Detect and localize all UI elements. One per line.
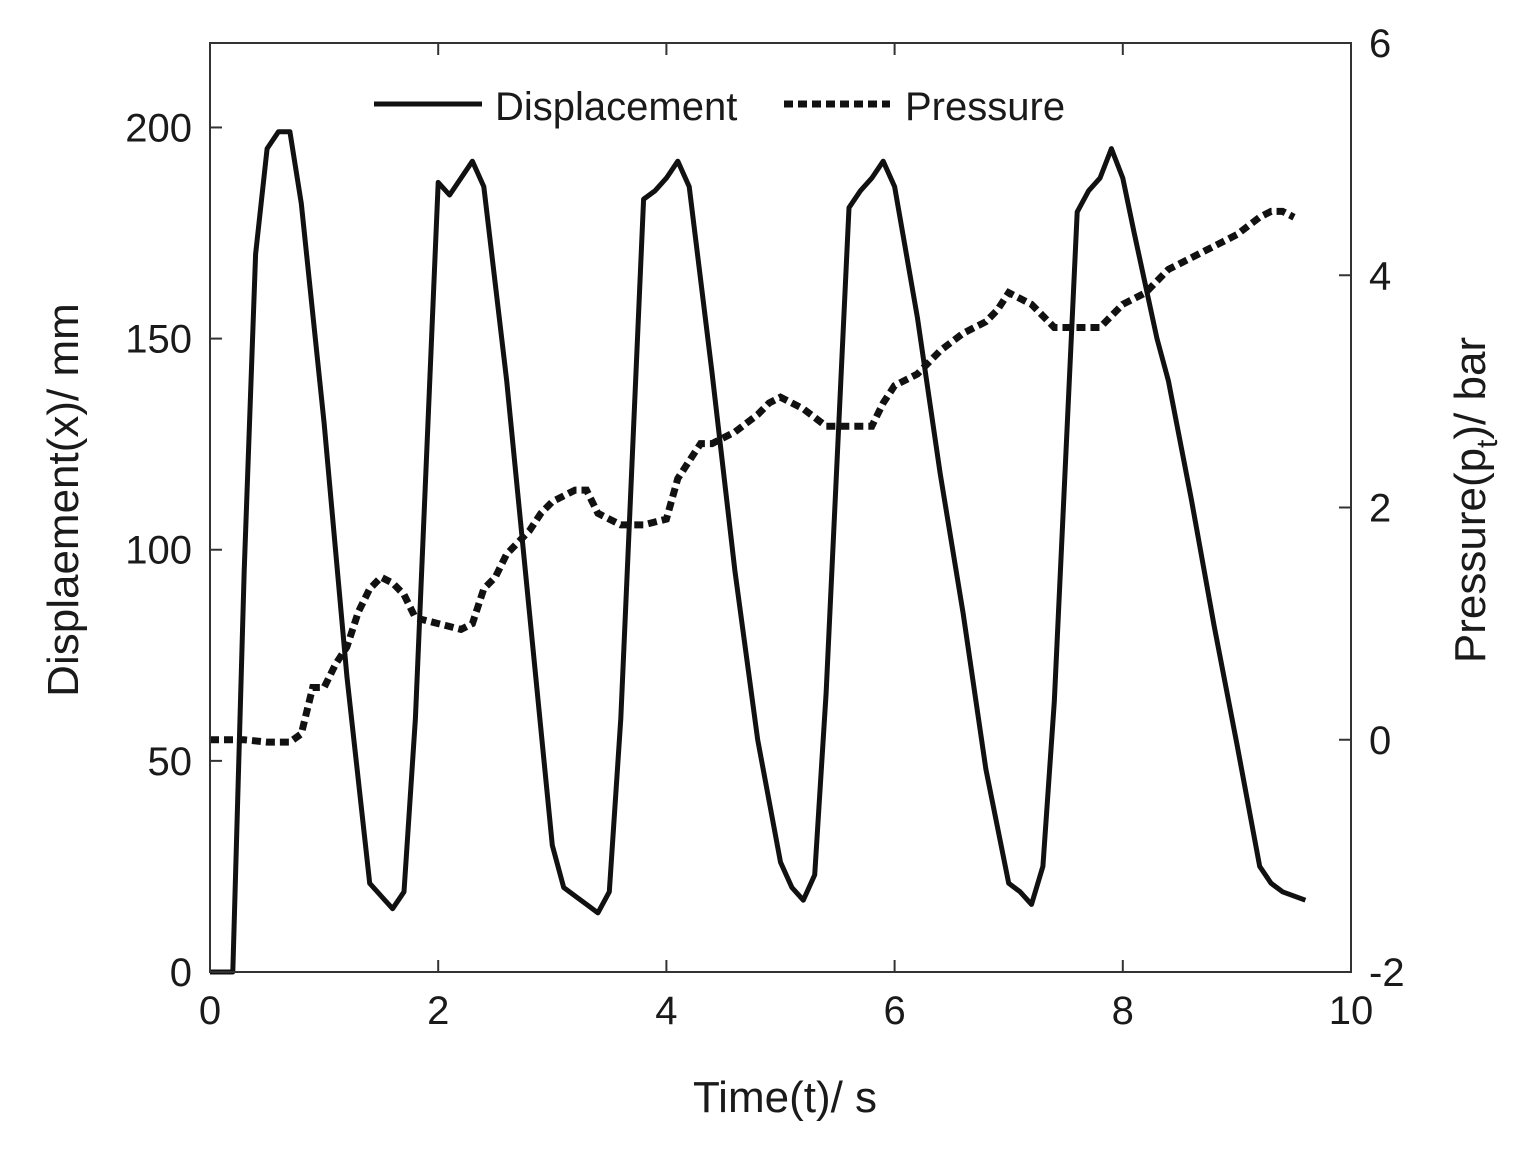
x-tick-label: 0	[199, 989, 221, 1033]
y-axis-title: Displaement(x)/ mm	[39, 303, 88, 697]
y2-axis-title: Pressure(pt)/ bar	[1446, 337, 1504, 663]
y2-tick-label: 4	[1369, 254, 1391, 298]
plot-frame	[209, 42, 1352, 973]
x-tick-label: 2	[427, 989, 449, 1033]
y2-tick-label: 6	[1369, 22, 1391, 66]
x-tick-label: 4	[655, 989, 677, 1033]
y2-axis-title-tail: )/ bar	[1446, 337, 1495, 440]
legend: Displacement Pressure	[374, 85, 1065, 129]
x-axis-title: Time(t)/ s	[693, 1073, 877, 1122]
data-series	[210, 129, 1307, 975]
legend-label-pressure: Pressure	[905, 85, 1065, 129]
y-tick-label: 50	[148, 740, 193, 784]
series-line-pressure	[210, 207, 1296, 746]
legend-label-displacement: Displacement	[495, 85, 737, 129]
x-tick-label: 6	[883, 989, 905, 1033]
x-tick-label: 10	[1329, 989, 1374, 1033]
y-tick-label: 150	[125, 318, 192, 362]
y2-tick-label: 0	[1369, 719, 1391, 763]
y-tick-label: 100	[125, 529, 192, 573]
y2-tick-label: 2	[1369, 487, 1391, 531]
y2-tick-label: -2	[1369, 951, 1405, 995]
y2-axis-title-main: Pressure(p	[1446, 448, 1495, 663]
y-tick-label: 0	[170, 951, 192, 995]
x-tick-label: 8	[1112, 989, 1134, 1033]
series-line-displacement	[210, 129, 1307, 975]
y2-axis-title-subscript: t	[1471, 439, 1504, 448]
y-tick-label: 200	[125, 106, 192, 150]
